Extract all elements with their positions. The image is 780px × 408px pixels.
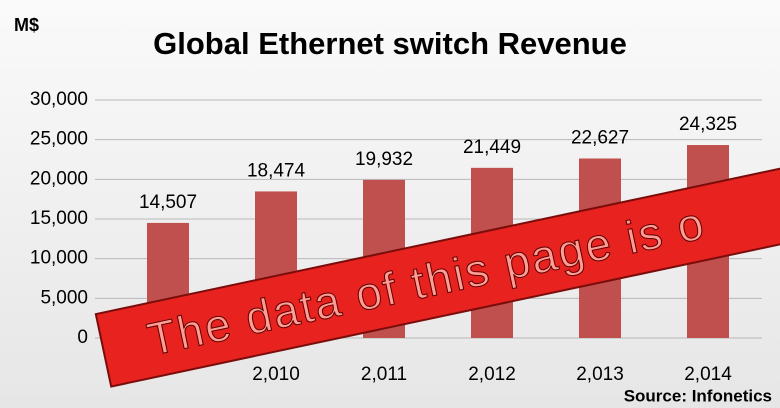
x-tick-label: 2,014 <box>684 364 732 385</box>
source: Source: Infonetics <box>624 386 772 405</box>
banner-box <box>94 154 780 388</box>
y-tick-label: 30,000 <box>30 89 88 110</box>
y-tick-label: 15,000 <box>30 208 88 229</box>
data-label: 14,507 <box>139 192 197 213</box>
data-label: 22,627 <box>571 128 629 149</box>
y-tick-label: 25,000 <box>30 129 88 150</box>
y-tick-label: 0 <box>77 327 88 348</box>
y-tick-label: 5,000 <box>40 287 88 308</box>
data-label: 18,474 <box>247 160 306 181</box>
x-tick-label: 2,010 <box>252 364 300 385</box>
y-tick-label: 10,000 <box>30 248 88 269</box>
data-label: 19,932 <box>355 149 413 170</box>
chart-title: Global Ethernet switch Revenue <box>153 26 627 61</box>
x-tick-label: 2,011 <box>361 364 407 385</box>
data-label: 21,449 <box>463 137 521 158</box>
y-tick-label: 20,000 <box>30 168 88 189</box>
x-tick-label: 2,012 <box>468 364 516 385</box>
x-tick-label: 2,013 <box>576 364 624 385</box>
data-label: 24,325 <box>679 114 737 135</box>
y-axis-label: M$ <box>14 15 39 35</box>
